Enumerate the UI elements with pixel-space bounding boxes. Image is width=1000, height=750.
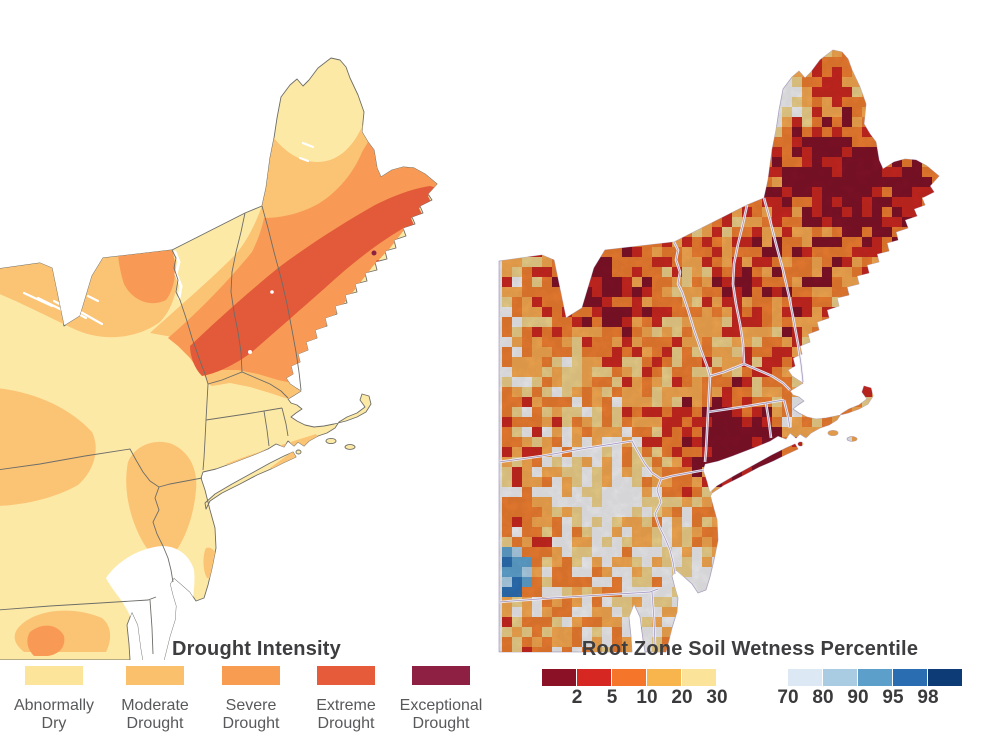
tick-95: 95 [882, 687, 904, 708]
swatch-abnormally-dry [25, 666, 83, 685]
drought-legend-title: Drought Intensity [172, 638, 341, 660]
ramp-swatch [542, 669, 576, 686]
tick-98: 98 [917, 687, 939, 708]
swatch-severe-drought [222, 666, 280, 685]
wetness-dry-color-ramp [542, 669, 716, 686]
legend-item-extreme-drought: Extreme Drought [293, 666, 399, 733]
legend-label: Drought [317, 715, 375, 732]
legend-label: Exceptional [399, 697, 483, 714]
legend-label: Extreme [316, 697, 376, 714]
legend-label: Dry [41, 715, 67, 732]
legend-label: Drought [222, 715, 280, 732]
legend-item-abnormally-dry: Abnormally Dry [1, 666, 107, 733]
ramp-swatch [788, 669, 822, 686]
ramp-swatch [612, 669, 646, 686]
wetness-legend-title: Root Zone Soil Wetness Percentile [581, 638, 919, 660]
tick-70: 70 [777, 687, 799, 708]
swatch-moderate-drought [126, 666, 184, 685]
ramp-swatch [928, 669, 962, 686]
legend-label: Severe [225, 697, 277, 714]
legend-label: Drought [412, 715, 470, 732]
tick-20: 20 [671, 687, 693, 708]
ramp-swatch [823, 669, 857, 686]
ramp-swatch [577, 669, 611, 686]
tick-90: 90 [847, 687, 869, 708]
wetness-wet-color-ramp [788, 669, 962, 686]
tick-2: 2 [571, 687, 583, 708]
exceptional-drought-spot [371, 250, 377, 256]
soil-wetness-map [497, 49, 940, 653]
legend-label: Drought [126, 715, 184, 732]
legend-label: Abnormally [13, 697, 95, 714]
maps-canvas [0, 49, 940, 660]
tick-5: 5 [606, 687, 618, 708]
tick-80: 80 [812, 687, 834, 708]
legend-item-moderate-drought: Moderate Drought [102, 666, 208, 733]
legend-item-severe-drought: Severe Drought [198, 666, 304, 733]
ramp-swatch [647, 669, 681, 686]
ramp-swatch [893, 669, 927, 686]
tick-10: 10 [636, 687, 658, 708]
legend-label: Moderate [121, 697, 189, 714]
ramp-swatch [858, 669, 892, 686]
ramp-swatch [682, 669, 716, 686]
swatch-exceptional-drought [412, 666, 470, 685]
terrain-texture [499, 50, 939, 652]
legend-item-exceptional-drought: Exceptional Drought [388, 666, 494, 733]
swatch-extreme-drought [317, 666, 375, 685]
tick-30: 30 [706, 687, 728, 708]
drought-map [0, 57, 438, 660]
